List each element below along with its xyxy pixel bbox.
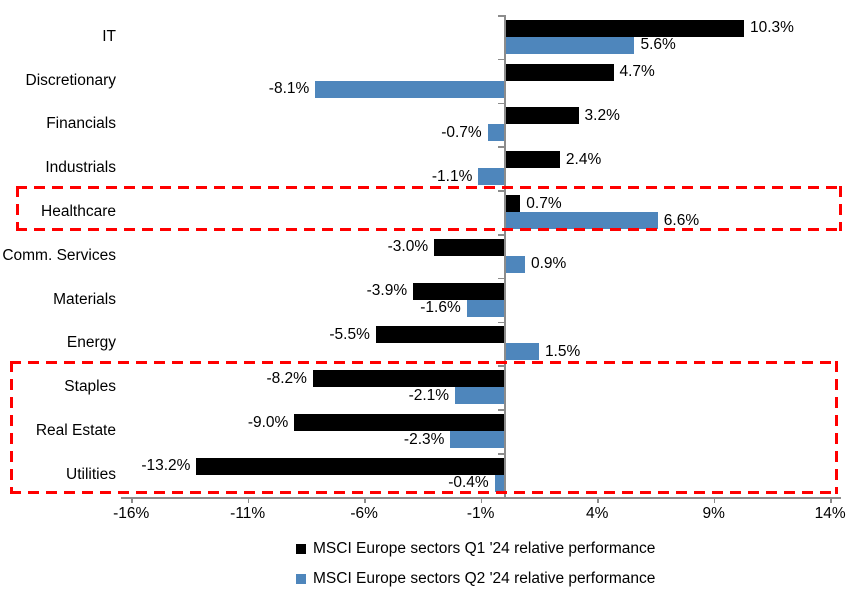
legend-item-q1: MSCI Europe sectors Q1 '24 relative perf… bbox=[296, 534, 655, 564]
bar-q1-comm-services bbox=[434, 238, 504, 256]
legend-item-q2: MSCI Europe sectors Q2 '24 relative perf… bbox=[296, 564, 655, 594]
bar-q2-materials bbox=[466, 299, 504, 317]
bar-q2-healthcare bbox=[504, 212, 658, 229]
category-label-materials: Materials bbox=[53, 290, 116, 308]
category-label-financials: Financials bbox=[46, 115, 116, 133]
bar-q2-real-estate bbox=[450, 431, 504, 448]
bar-q1-materials bbox=[413, 282, 504, 300]
value-label-q1-it: 10.3% bbox=[749, 19, 794, 37]
x-tick-14 bbox=[830, 497, 832, 503]
category-axis-tick bbox=[498, 453, 504, 455]
category-label-it: IT bbox=[102, 27, 116, 45]
bar-q1-industrials bbox=[504, 151, 560, 169]
x-tick-label-6: -6% bbox=[350, 505, 378, 522]
category-label-staples: Staples bbox=[64, 378, 116, 396]
x-tick-label-4: 4% bbox=[585, 505, 609, 522]
category-label-comm-services: Comm. Services bbox=[2, 246, 116, 264]
category-label-energy: Energy bbox=[66, 334, 116, 352]
x-tick-6 bbox=[364, 497, 366, 503]
value-label-q2-comm-services: 0.9% bbox=[530, 255, 567, 273]
bar-q1-energy bbox=[375, 326, 504, 344]
legend-label-q2: MSCI Europe sectors Q2 '24 relative perf… bbox=[313, 570, 656, 587]
category-axis-tick bbox=[498, 277, 504, 280]
value-label-q2-utilities: -0.4% bbox=[448, 474, 489, 492]
value-label-q1-healthcare: 0.7% bbox=[526, 194, 562, 212]
value-label-q1-industrials: 2.4% bbox=[565, 150, 602, 168]
x-tick-16 bbox=[131, 497, 133, 503]
category-axis-tick bbox=[498, 102, 504, 105]
bar-q1-financials bbox=[504, 107, 579, 125]
category-label-discretionary: Discretionary bbox=[25, 71, 116, 89]
value-label-q2-it: 5.6% bbox=[640, 36, 676, 54]
category-axis-tick bbox=[498, 190, 504, 192]
value-label-q1-comm-services: -3.0% bbox=[387, 238, 429, 256]
bar-q2-comm-services bbox=[504, 255, 525, 273]
category-axis-tick bbox=[498, 234, 504, 236]
highlight-border bbox=[10, 361, 838, 365]
category-axis-tick bbox=[498, 58, 504, 61]
bar-q2-financials bbox=[487, 124, 504, 142]
legend: MSCI Europe sectors Q1 '24 relative perf… bbox=[296, 534, 655, 594]
x-tick-label-14: 14% bbox=[814, 505, 846, 522]
category-axis-tick bbox=[498, 365, 504, 367]
value-label-q2-industrials: -1.1% bbox=[431, 167, 473, 185]
y-axis-line bbox=[504, 15, 506, 497]
legend-label-q1: MSCI Europe sectors Q1 '24 relative perf… bbox=[313, 540, 656, 557]
bar-q2-it bbox=[504, 36, 635, 54]
value-label-q2-real-estate: -2.3% bbox=[403, 430, 445, 448]
value-label-q2-discretionary: -8.1% bbox=[268, 80, 310, 98]
x-tick-11 bbox=[247, 497, 250, 503]
value-label-q1-energy: -5.5% bbox=[329, 325, 370, 343]
x-tick-label-1: -1% bbox=[466, 505, 495, 522]
bar-q1-discretionary bbox=[504, 63, 614, 81]
value-label-q2-financials: -0.7% bbox=[441, 123, 482, 141]
value-label-q2-healthcare: 6.6% bbox=[663, 211, 700, 229]
category-axis-tick bbox=[498, 146, 504, 148]
x-tick-9 bbox=[713, 497, 716, 503]
x-tick-label-16: -16% bbox=[113, 505, 150, 522]
highlight-border bbox=[16, 186, 842, 190]
healthcare-highlight bbox=[16, 186, 842, 231]
value-label-q1-utilities: -13.2% bbox=[141, 457, 191, 475]
value-label-q1-materials: -3.9% bbox=[366, 282, 408, 300]
value-label-q1-discretionary: 4.7% bbox=[619, 63, 655, 81]
highlight-border bbox=[16, 227, 842, 231]
bar-q1-it bbox=[504, 19, 744, 37]
bar-q2-discretionary bbox=[315, 80, 504, 98]
x-tick-4 bbox=[597, 497, 599, 503]
legend-swatch-q1-icon bbox=[296, 544, 306, 554]
value-label-q2-energy: 1.5% bbox=[544, 342, 581, 360]
bar-q2-staples bbox=[455, 387, 504, 405]
legend-swatch-q2-icon bbox=[296, 574, 306, 584]
bar-q1-utilities bbox=[196, 457, 504, 475]
category-axis-tick bbox=[498, 496, 504, 499]
category-axis-tick bbox=[498, 321, 504, 324]
x-tick-label-11: -11% bbox=[230, 505, 266, 522]
category-label-real-estate: Real Estate bbox=[35, 422, 116, 440]
category-axis-tick bbox=[498, 15, 504, 17]
x-tick-1 bbox=[480, 497, 483, 503]
category-axis-tick bbox=[498, 409, 504, 411]
category-label-utilities: Utilities bbox=[66, 465, 116, 483]
value-label-q1-financials: 3.2% bbox=[584, 106, 620, 124]
bar-q2-utilities bbox=[494, 474, 504, 492]
bar-q1-staples bbox=[312, 370, 504, 388]
category-label-healthcare: Healthcare bbox=[41, 203, 116, 221]
x-tick-label-9: 9% bbox=[702, 505, 725, 522]
bar-q2-energy bbox=[504, 343, 539, 361]
value-label-q1-real-estate: -9.0% bbox=[247, 413, 289, 431]
bar-q2-industrials bbox=[478, 168, 504, 186]
highlight-border bbox=[839, 186, 842, 231]
bar-q1-real-estate bbox=[294, 414, 504, 431]
category-label-industrials: Industrials bbox=[45, 159, 116, 177]
bar-q1-healthcare bbox=[504, 195, 521, 212]
value-label-q2-materials: -1.6% bbox=[420, 299, 461, 317]
highlight-border bbox=[835, 361, 838, 494]
highlight-border bbox=[10, 490, 838, 494]
value-label-q2-staples: -2.1% bbox=[408, 386, 450, 404]
value-label-q1-staples: -8.2% bbox=[266, 369, 307, 387]
